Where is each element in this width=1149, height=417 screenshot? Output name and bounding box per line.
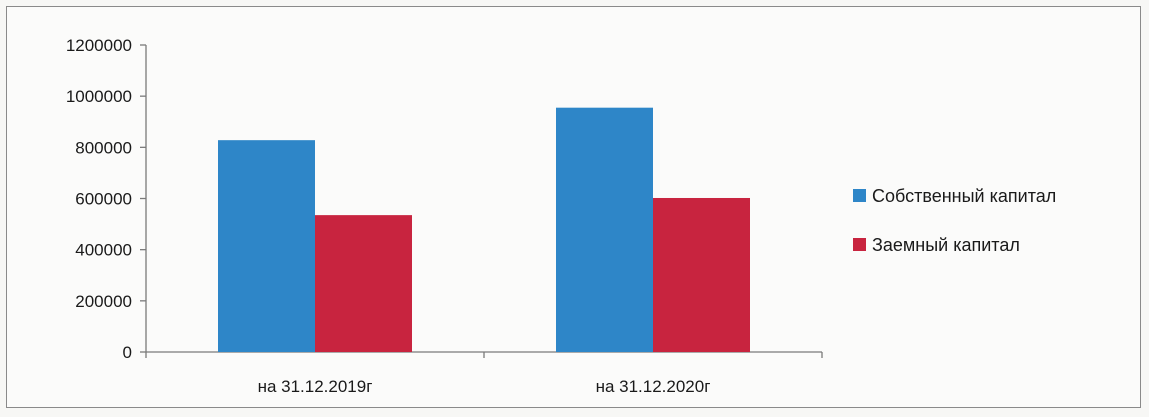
legend-swatch — [853, 238, 866, 251]
chart-frame: 0 200000 400000 600000 800000 1000000 1200000 … — [6, 6, 1141, 408]
legend-swatch — [853, 189, 866, 202]
y-tick-label: 600000 — [75, 190, 132, 209]
bar-borrowed-capital — [315, 215, 412, 352]
x-axis: на 31.12.2019г на 31.12.2020г — [145, 351, 823, 396]
bar-own-capital — [556, 107, 653, 352]
legend: Собственный капитал Заемный капитал — [853, 186, 1056, 255]
bar-chart: 020000040000060000080000010000001200000 … — [66, 36, 1056, 396]
y-tick-label: 0 — [123, 343, 132, 362]
x-category-label: на 31.12.2020г — [596, 377, 711, 396]
y-tick-label: 1000000 — [66, 87, 132, 106]
x-category-label: на 31.12.2019г — [258, 377, 373, 396]
y-axis: 0 200000 400000 600000 800000 1000000 1200000 — [66, 36, 147, 362]
y-tick-label: 800000 — [75, 138, 132, 157]
bar-borrowed-capital — [653, 197, 750, 352]
y-tick-label: 400000 — [75, 241, 132, 260]
bar-own-capital — [218, 140, 315, 352]
legend-label: Собственный капитал — [872, 186, 1056, 206]
y-tick-label: 200000 — [75, 292, 132, 311]
legend-label: Заемный капитал — [872, 235, 1020, 255]
y-tick-label: 1200000 — [66, 36, 132, 55]
bars — [218, 107, 750, 352]
